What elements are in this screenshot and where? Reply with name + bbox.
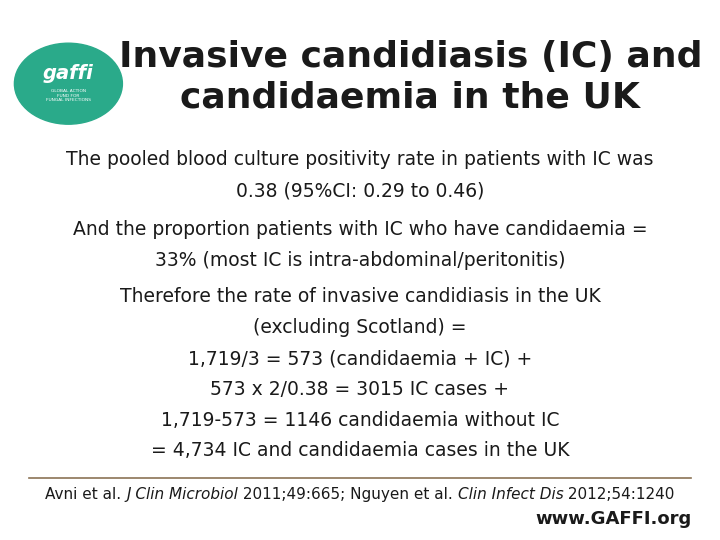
Text: 33% (most IC is intra-abdominal/peritonitis): 33% (most IC is intra-abdominal/peritoni… [155,251,565,271]
Text: Clin Infect Dis: Clin Infect Dis [458,487,564,502]
Text: Invasive candidiasis (IC) and: Invasive candidiasis (IC) and [119,40,702,73]
Text: J Clin Microbiol: J Clin Microbiol [126,487,238,502]
Text: candidaemia in the UK: candidaemia in the UK [181,80,640,114]
Text: And the proportion patients with IC who have candidaemia =: And the proportion patients with IC who … [73,220,647,239]
Text: 0.38 (95%CI: 0.29 to 0.46): 0.38 (95%CI: 0.29 to 0.46) [236,181,484,200]
Text: 2011;49:665; Nguyen et al.: 2011;49:665; Nguyen et al. [238,487,458,502]
Text: 1,719-573 = 1146 candidaemia without IC: 1,719-573 = 1146 candidaemia without IC [161,410,559,430]
Text: gaffi: gaffi [43,64,94,84]
Text: = 4,734 IC and candidaemia cases in the UK: = 4,734 IC and candidaemia cases in the … [150,441,570,461]
Text: GLOBAL ACTION
FUND FOR
FUNGAL INFECTIONS: GLOBAL ACTION FUND FOR FUNGAL INFECTIONS [46,89,91,103]
Text: The pooled blood culture positivity rate in patients with IC was: The pooled blood culture positivity rate… [66,150,654,169]
Text: Therefore the rate of invasive candidiasis in the UK: Therefore the rate of invasive candidias… [120,287,600,307]
Text: 2012;54:1240: 2012;54:1240 [564,487,675,502]
Text: www.GAFFI.org: www.GAFFI.org [535,510,691,529]
Circle shape [14,43,122,124]
Text: Avni et al.: Avni et al. [45,487,126,502]
Text: 573 x 2/0.38 = 3015 IC cases +: 573 x 2/0.38 = 3015 IC cases + [210,380,510,399]
Text: 1,719/3 = 573 (candidaemia + IC) +: 1,719/3 = 573 (candidaemia + IC) + [188,349,532,368]
Text: (excluding Scotland) =: (excluding Scotland) = [253,318,467,338]
